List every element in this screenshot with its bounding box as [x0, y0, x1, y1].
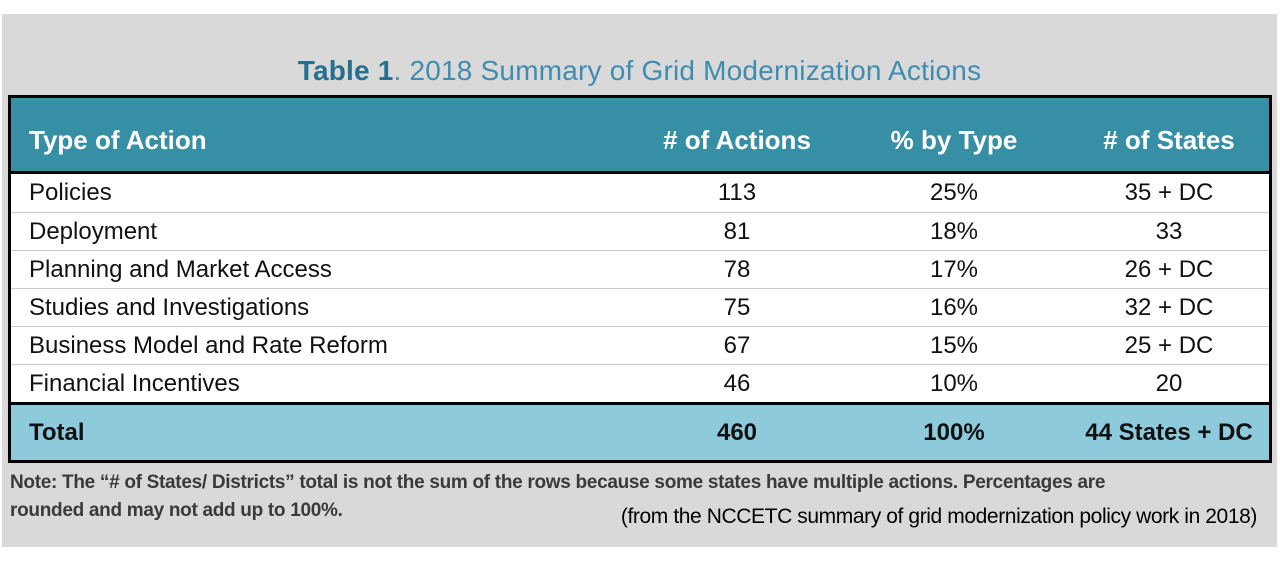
cell-type: Business Model and Rate Reform [29, 332, 388, 359]
cell-states: 20 [1155, 370, 1183, 397]
table-number-label: Table 1 [297, 55, 394, 86]
note-line-1: Note: The “# of States/ Districts” total… [10, 472, 1106, 493]
table-title-text: . 2018 Summary of Grid Modernization Act… [393, 55, 982, 86]
table-body: Policies 113 25% 35 + DC Deployment 81 1… [11, 174, 1269, 402]
table-row: Business Model and Rate Reform 67 15% 25… [11, 326, 1269, 364]
header-num-states: # of States [1103, 125, 1235, 155]
cell-states: 26 + DC [1124, 256, 1214, 283]
cell-actions: 46 [723, 370, 751, 397]
cell-states: 25 + DC [1124, 332, 1214, 359]
cell-actions: 113 [717, 179, 757, 206]
cell-actions: 67 [723, 332, 751, 359]
cell-type: Policies [29, 179, 112, 206]
cell-type: Deployment [29, 218, 158, 245]
table-row: Deployment 81 18% 33 [11, 212, 1269, 250]
total-pct: 100% [923, 418, 985, 446]
table-header-row: Type of Action # of Actions % by Type # … [11, 98, 1269, 174]
table-row: Studies and Investigations 75 16% 32 + D… [11, 288, 1269, 326]
cell-states: 35 + DC [1124, 179, 1214, 206]
cell-pct: 16% [929, 294, 979, 321]
cell-pct: 18% [929, 218, 979, 245]
table-row: Financial Incentives 46 10% 20 [11, 364, 1269, 402]
header-type-of-action: Type of Action [29, 125, 207, 155]
cell-type: Studies and Investigations [29, 294, 310, 321]
source-caption: (from the NCCETC summary of grid moderni… [620, 505, 1257, 528]
total-label: Total [29, 418, 85, 446]
header-num-actions: # of Actions [663, 125, 811, 155]
cell-actions: 75 [723, 294, 751, 321]
cell-actions: 81 [723, 218, 751, 245]
cell-states: 32 + DC [1124, 294, 1214, 321]
cell-pct: 25% [929, 179, 979, 206]
cell-states: 33 [1155, 218, 1183, 245]
note-line-2: rounded and may not add up to 100%. [10, 500, 343, 521]
cell-type: Financial Incentives [29, 370, 240, 397]
table-title: Table 1. 2018 Summary of Grid Modernizat… [2, 55, 1277, 87]
cell-pct: 15% [929, 332, 979, 359]
table-total-row: Total 460 100% 44 States + DC [11, 402, 1269, 460]
grid-modernization-table: Type of Action # of Actions % by Type # … [8, 95, 1272, 463]
table-note: Note: The “# of States/ Districts” total… [10, 469, 1240, 525]
table-row: Planning and Market Access 78 17% 26 + D… [11, 250, 1269, 288]
total-states: 44 States + DC [1085, 418, 1253, 446]
total-actions: 460 [716, 418, 758, 446]
cell-pct: 10% [929, 370, 979, 397]
cell-pct: 17% [929, 256, 979, 283]
table-panel: Table 1. 2018 Summary of Grid Modernizat… [2, 14, 1277, 547]
table-row: Policies 113 25% 35 + DC [11, 174, 1269, 212]
header-pct-by-type: % by Type [890, 125, 1018, 155]
cell-actions: 78 [723, 256, 751, 283]
cell-type: Planning and Market Access [29, 256, 332, 283]
